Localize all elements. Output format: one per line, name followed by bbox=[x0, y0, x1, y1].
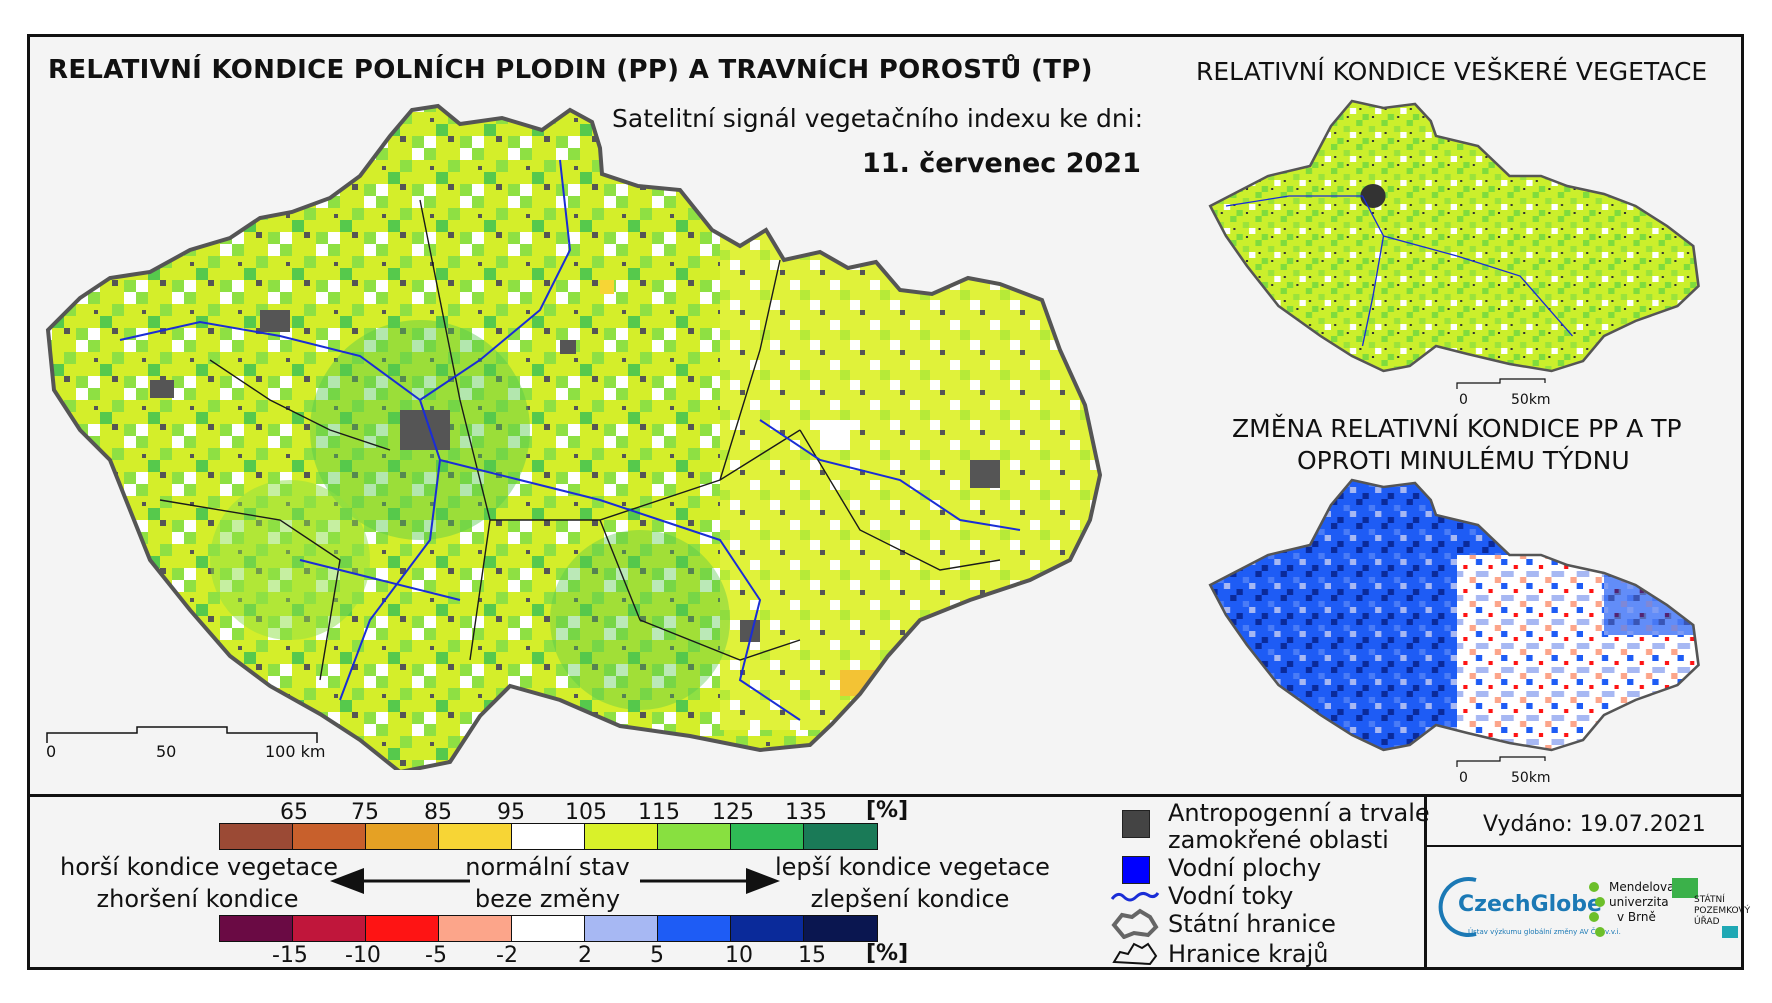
main-title: RELATIVNÍ KONDICE POLNÍCH PLODIN (PP) A … bbox=[48, 55, 1093, 85]
spu-logo-line1: STÁTNÍ bbox=[1694, 895, 1725, 905]
condition-swatch-2 bbox=[293, 824, 366, 849]
change-swatch-3 bbox=[366, 916, 439, 941]
change-swatch-7 bbox=[658, 916, 731, 941]
change-scale-label-0: 0 bbox=[1459, 770, 1468, 786]
change-swatch-9 bbox=[804, 916, 877, 941]
change-unit: [%] bbox=[866, 941, 909, 966]
change-map-title-line1: ZMĚNA RELATIVNÍ KONDICE PP A TP bbox=[1232, 414, 1682, 443]
water-bodies-swatch bbox=[1122, 856, 1150, 884]
spu-logo-line2: POZEMKOVÝ bbox=[1694, 906, 1751, 916]
logo-divider bbox=[1424, 794, 1427, 970]
caption-worse-condition: horší kondice vegetace bbox=[60, 853, 339, 881]
condition-tick: 115 bbox=[638, 800, 680, 825]
mendel-logo-line3: v Brně bbox=[1617, 910, 1656, 924]
vegetation-map-title: RELATIVNÍ KONDICE VEŠKERÉ VEGETACE bbox=[1196, 57, 1708, 86]
subtitle: Satelitní signál vegetačního indexu ke d… bbox=[612, 104, 1144, 133]
condition-tick: 105 bbox=[565, 800, 607, 825]
caption-improvement: zlepšení kondice bbox=[810, 885, 1010, 913]
condition-swatch-3 bbox=[366, 824, 439, 849]
change-tick: -10 bbox=[345, 943, 381, 968]
spu-logo-line3: ÚŘAD bbox=[1694, 917, 1720, 927]
change-tick: 15 bbox=[798, 943, 826, 968]
change-swatch-6 bbox=[585, 916, 658, 941]
legend-water-bodies: Vodní plochy bbox=[1168, 854, 1322, 882]
mendel-logo-line2: univerzita bbox=[1609, 895, 1669, 909]
vegetation-scale-label-0: 0 bbox=[1459, 392, 1468, 408]
change-swatch-4 bbox=[439, 916, 512, 941]
change-tick: 2 bbox=[578, 943, 592, 968]
change-colorbar bbox=[219, 915, 878, 942]
condition-swatch-9 bbox=[804, 824, 877, 849]
change-swatch-8 bbox=[731, 916, 804, 941]
condition-unit: [%] bbox=[866, 798, 909, 823]
condition-swatch-6 bbox=[585, 824, 658, 849]
legend-region-border: Hranice krajů bbox=[1168, 940, 1329, 968]
czechglobe-subtitle: Ústav výzkumu globální změny AV ČR, v.v.… bbox=[1468, 928, 1621, 936]
condition-swatch-1 bbox=[220, 824, 293, 849]
anthropogenic-swatch bbox=[1122, 810, 1150, 838]
main-scale-label-50: 50 bbox=[156, 742, 177, 761]
spu-logo-icon bbox=[1672, 878, 1698, 898]
condition-tick: 85 bbox=[424, 800, 452, 825]
czechglobe-logo: CzechGlobe bbox=[1458, 892, 1602, 917]
main-scale-label-0: 0 bbox=[46, 742, 57, 761]
vegetation-scale-bar bbox=[1456, 378, 1546, 389]
condition-colorbar bbox=[219, 823, 878, 850]
condition-tick: 95 bbox=[497, 800, 525, 825]
vegetation-condition-map bbox=[1208, 99, 1700, 373]
change-swatch-2 bbox=[293, 916, 366, 941]
change-map bbox=[1208, 478, 1700, 752]
change-tick: 5 bbox=[650, 943, 664, 968]
mendel-logo-line1: Mendelova bbox=[1609, 880, 1675, 894]
spu-logo-mark bbox=[1722, 926, 1738, 938]
condition-swatch-7 bbox=[658, 824, 731, 849]
condition-tick: 135 bbox=[785, 800, 827, 825]
condition-swatch-4 bbox=[439, 824, 512, 849]
issued-divider bbox=[1424, 845, 1744, 847]
caption-worsening: zhoršení kondice bbox=[96, 885, 299, 913]
mendel-logo-icon bbox=[1589, 882, 1605, 937]
change-tick: -15 bbox=[272, 943, 308, 968]
arrow-right-icon bbox=[640, 868, 780, 894]
region-border-icon bbox=[1112, 942, 1158, 966]
main-scale-label-100: 100 km bbox=[265, 742, 326, 761]
legend-divider bbox=[27, 794, 1744, 797]
vegetation-scale-label-50: 50km bbox=[1511, 392, 1551, 408]
condition-swatch-5 bbox=[512, 824, 585, 849]
arrow-left-icon bbox=[330, 868, 470, 894]
caption-better-condition: lepší kondice vegetace bbox=[775, 853, 1050, 881]
date-label: 11. červenec 2021 bbox=[862, 148, 1141, 179]
legend-state-border: Státní hranice bbox=[1168, 910, 1336, 938]
czechglobe-logo-icon bbox=[1438, 877, 1477, 937]
caption-no-change: beze změny bbox=[474, 885, 621, 913]
legend-water-streams: Vodní toky bbox=[1168, 882, 1294, 910]
change-scale-bar bbox=[1456, 756, 1546, 767]
condition-tick: 75 bbox=[351, 800, 379, 825]
state-border-icon bbox=[1111, 908, 1159, 939]
main-scale-bar bbox=[46, 726, 318, 743]
change-tick: -5 bbox=[425, 943, 447, 968]
condition-tick: 125 bbox=[712, 800, 754, 825]
legend-anthropogenic-line2: zamokřené oblasti bbox=[1168, 826, 1389, 854]
caption-normal: normální stav bbox=[465, 853, 630, 881]
main-condition-map bbox=[45, 103, 1103, 770]
condition-swatch-8 bbox=[731, 824, 804, 849]
issued-date: Vydáno: 19.07.2021 bbox=[1483, 812, 1706, 837]
water-stream-icon bbox=[1110, 891, 1160, 902]
change-swatch-1 bbox=[220, 916, 293, 941]
change-scale-label-50: 50km bbox=[1511, 770, 1551, 786]
change-tick: -2 bbox=[496, 943, 518, 968]
change-tick: 10 bbox=[725, 943, 753, 968]
legend-anthropogenic-line1: Antropogenní a trvale bbox=[1168, 799, 1430, 827]
condition-tick: 65 bbox=[280, 800, 308, 825]
change-map-title-line2: OPROTI MINULÉMU TÝDNU bbox=[1297, 446, 1630, 475]
change-swatch-5 bbox=[512, 916, 585, 941]
